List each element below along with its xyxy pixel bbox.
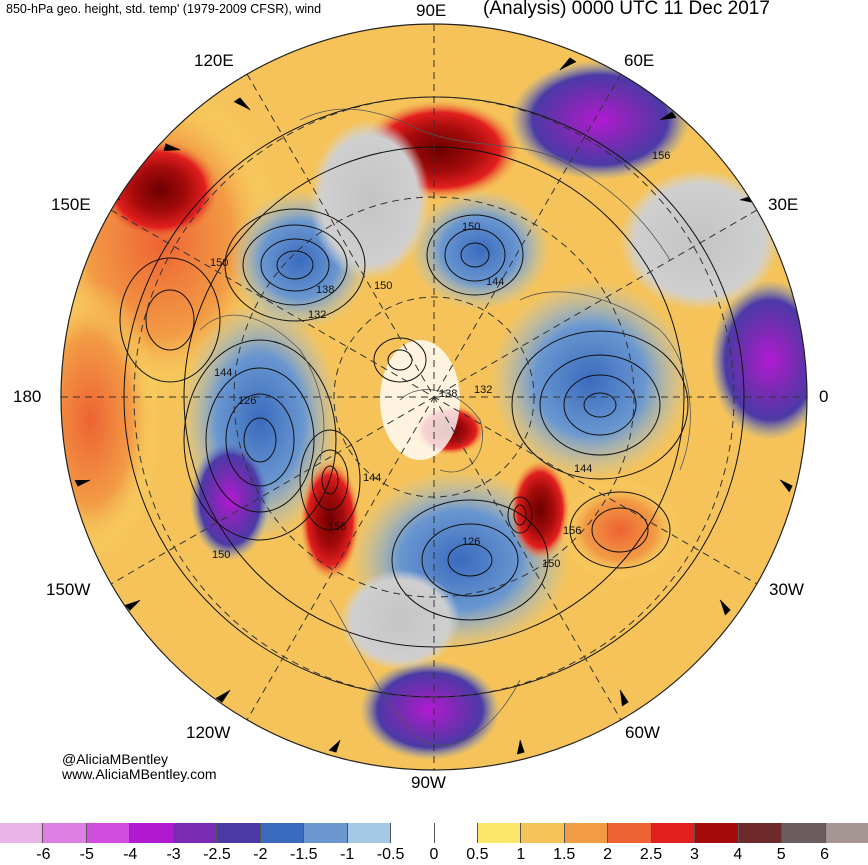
contour-label: 132 (308, 309, 326, 321)
colorbar-cell (477, 823, 522, 843)
colorbar-tick-label: 4 (733, 846, 743, 863)
colorbar-cell (217, 823, 261, 843)
temperature-anomaly-field (61, 24, 807, 770)
colorbar-cell (260, 823, 305, 843)
contour-label: 126 (238, 395, 256, 407)
lon-label-120w: 120W (186, 723, 231, 742)
colorbar-cell (608, 823, 652, 843)
colorbar-cell (173, 823, 218, 843)
coastlines (199, 108, 691, 746)
colorbar-cell (651, 823, 696, 843)
colorbar-tick-label: 0 (429, 846, 439, 863)
contour-label: 150 (210, 257, 228, 269)
colorbar-cell (782, 823, 826, 843)
colorbar-cell (391, 823, 435, 843)
colorbar-cell (564, 823, 609, 843)
author-credit: @AliciaMBentley (62, 751, 169, 767)
lon-label-150w: 150W (46, 580, 91, 599)
colorbar-tick-label: 6 (820, 846, 830, 863)
colorbar-tick-label: -2.5 (203, 846, 231, 863)
contour-label: 138 (316, 284, 334, 296)
colorbar-tick-label: 2 (603, 846, 613, 863)
colorbar-cell (434, 823, 478, 843)
polar-map: 150 138 150 132 144 126 156 150 144 150 … (60, 23, 808, 771)
colorbar-tick-label: -1.5 (290, 846, 318, 863)
lon-label-180: 180 (13, 387, 42, 406)
colorbar-tick-label: 3 (689, 846, 699, 863)
contour-label: 150 (542, 558, 560, 570)
colorbar-tick-label: -4 (123, 846, 138, 863)
colorbar-cell (43, 823, 87, 843)
contour-label: 144 (486, 276, 504, 288)
colorbar-tick-label: -6 (36, 846, 51, 863)
map-title-left: 850-hPa geo. height, std. temp' (1979-20… (6, 2, 322, 16)
graticule (61, 24, 807, 770)
colorbar-tick-label: -3 (166, 846, 181, 863)
contour-label-layer: 150 138 150 132 144 126 156 150 144 150 … (210, 150, 670, 570)
colorbar-tick-label: -1 (340, 846, 355, 863)
colorbar-cell (0, 823, 44, 843)
colorbar-tick-label: 1.5 (553, 846, 576, 863)
lon-label-60e: 60E (624, 51, 655, 70)
contour-label: 150 (212, 549, 230, 561)
colorbar-tick-label: 2.5 (639, 846, 663, 863)
map-title-right: (Analysis) 0000 UTC 11 Dec 2017 (483, 0, 770, 19)
map-boundary (60, 23, 808, 771)
contour-label: 150 (374, 280, 392, 292)
author-website: www.AliciaMBentley.com (62, 766, 217, 782)
contour-label: 126 (462, 536, 480, 548)
colorbar (0, 823, 868, 843)
lon-label-90e: 90E (416, 1, 447, 20)
contour-label: 138 (439, 388, 457, 400)
colorbar-cell (304, 823, 348, 843)
colorbar-tick-label: 1 (516, 846, 526, 863)
colorbar-tick-label: -2 (253, 846, 268, 863)
colorbar-cell (825, 823, 868, 843)
lon-label-60w: 60W (625, 723, 660, 742)
colorbar-tick-label: -5 (79, 846, 94, 863)
colorbar-cell (738, 823, 783, 843)
contour-label: 144 (574, 463, 592, 475)
colorbar-tick-label: 5 (776, 846, 786, 863)
contour-label: 144 (363, 472, 381, 484)
lon-label-150e: 150E (51, 195, 91, 214)
contour-label: 156 (328, 521, 346, 533)
colorbar-cell (86, 823, 131, 843)
contour-label: 132 (474, 384, 492, 396)
colorbar-cell (347, 823, 392, 843)
lon-label-90w: 90W (411, 773, 446, 792)
lon-label-30e: 30E (768, 195, 799, 214)
lon-label-0: 0 (819, 387, 829, 406)
colorbar-tick-label: 0.5 (466, 846, 489, 863)
lon-label-30w: 30W (769, 580, 804, 599)
lon-label-120e: 120E (194, 51, 234, 70)
colorbar-tick-label: -0.5 (376, 846, 405, 863)
colorbar-cell (695, 823, 739, 843)
contour-label: 156 (563, 525, 581, 537)
contour-label: 150 (462, 221, 480, 233)
contour-label: 156 (652, 150, 670, 162)
colorbar-cell (130, 823, 174, 843)
colorbar-cell (521, 823, 565, 843)
contour-label: 144 (214, 367, 232, 379)
